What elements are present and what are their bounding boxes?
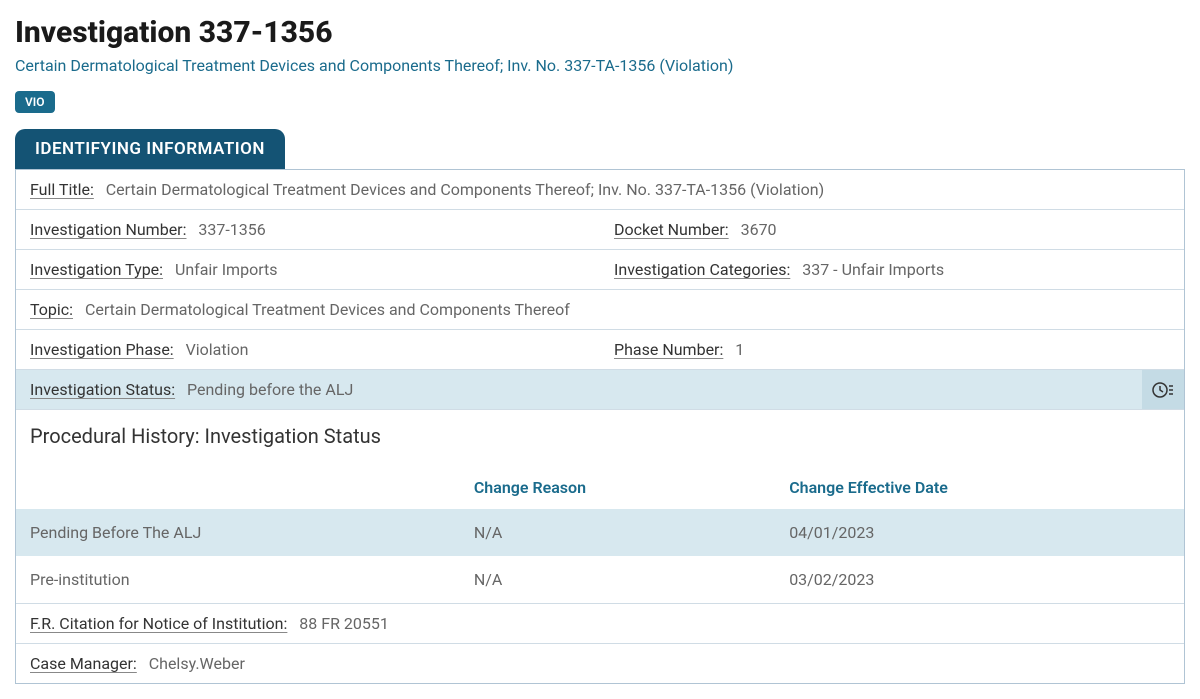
procedural-history-title: Procedural History: Investigation Status (16, 410, 1184, 466)
label-inv-phase: Investigation Phase: (30, 340, 174, 359)
value-inv-categories: 337 - Unfair Imports (802, 260, 944, 279)
cell-status: Pre-institution (16, 556, 460, 603)
cell-date: 03/02/2023 (775, 556, 1184, 603)
label-topic: Topic: (30, 300, 73, 319)
history-toggle-button[interactable] (1142, 370, 1184, 409)
label-inv-type: Investigation Type: (30, 260, 163, 279)
label-inv-number: Investigation Number: (30, 220, 186, 239)
badge-vio: VIO (15, 91, 55, 113)
value-full-title: Certain Dermatological Treatment Devices… (106, 180, 824, 199)
value-fr-citation: 88 FR 20551 (299, 614, 389, 633)
value-docket-number: 3670 (741, 220, 777, 239)
field-full-title: Full Title: Certain Dermatological Treat… (16, 170, 1184, 209)
label-phase-number: Phase Number: (614, 340, 723, 359)
th-change-reason: Change Reason (460, 466, 775, 509)
cell-date: 04/01/2023 (775, 509, 1184, 556)
label-inv-categories: Investigation Categories: (614, 260, 790, 279)
value-inv-number: 337-1356 (198, 220, 265, 239)
label-full-title: Full Title: (30, 180, 94, 199)
table-row: Pending Before The ALJ N/A 04/01/2023 (16, 509, 1184, 556)
field-inv-number: Investigation Number: 337-1356 (16, 210, 600, 249)
value-inv-status: Pending before the ALJ (187, 380, 353, 399)
value-inv-phase: Violation (186, 340, 249, 359)
table-row: Pre-institution N/A 03/02/2023 (16, 556, 1184, 603)
th-status (16, 466, 460, 509)
value-case-manager: Chelsy.Weber (149, 654, 245, 673)
field-fr-citation: F.R. Citation for Notice of Institution:… (16, 604, 1184, 643)
label-inv-status: Investigation Status: (30, 380, 175, 399)
clock-list-icon (1151, 378, 1175, 402)
page-title: Investigation 337-1356 (15, 15, 1185, 50)
cell-status: Pending Before The ALJ (16, 509, 460, 556)
section-header: IDENTIFYING INFORMATION (15, 129, 285, 169)
identifying-info-box: Full Title: Certain Dermatological Treat… (15, 169, 1185, 684)
value-inv-type: Unfair Imports (175, 260, 278, 279)
field-case-manager: Case Manager: Chelsy.Weber (16, 644, 1184, 683)
field-inv-status: Investigation Status: Pending before the… (16, 370, 1184, 409)
field-inv-type: Investigation Type: Unfair Imports (16, 250, 600, 289)
procedural-history-table: Change Reason Change Effective Date Pend… (16, 466, 1184, 603)
field-inv-categories: Investigation Categories: 337 - Unfair I… (600, 250, 1184, 289)
value-topic: Certain Dermatological Treatment Devices… (85, 300, 570, 319)
label-docket-number: Docket Number: (614, 220, 729, 239)
field-phase-number: Phase Number: 1 (600, 330, 1184, 369)
cell-reason: N/A (460, 509, 775, 556)
th-change-date: Change Effective Date (775, 466, 1184, 509)
field-docket-number: Docket Number: 3670 (600, 210, 1184, 249)
value-phase-number: 1 (735, 340, 744, 359)
field-topic: Topic: Certain Dermatological Treatment … (16, 290, 1184, 329)
page-subtitle: Certain Dermatological Treatment Devices… (15, 56, 1185, 75)
label-case-manager: Case Manager: (30, 654, 137, 673)
label-fr-citation: F.R. Citation for Notice of Institution: (30, 614, 287, 633)
field-inv-phase: Investigation Phase: Violation (16, 330, 600, 369)
cell-reason: N/A (460, 556, 775, 603)
